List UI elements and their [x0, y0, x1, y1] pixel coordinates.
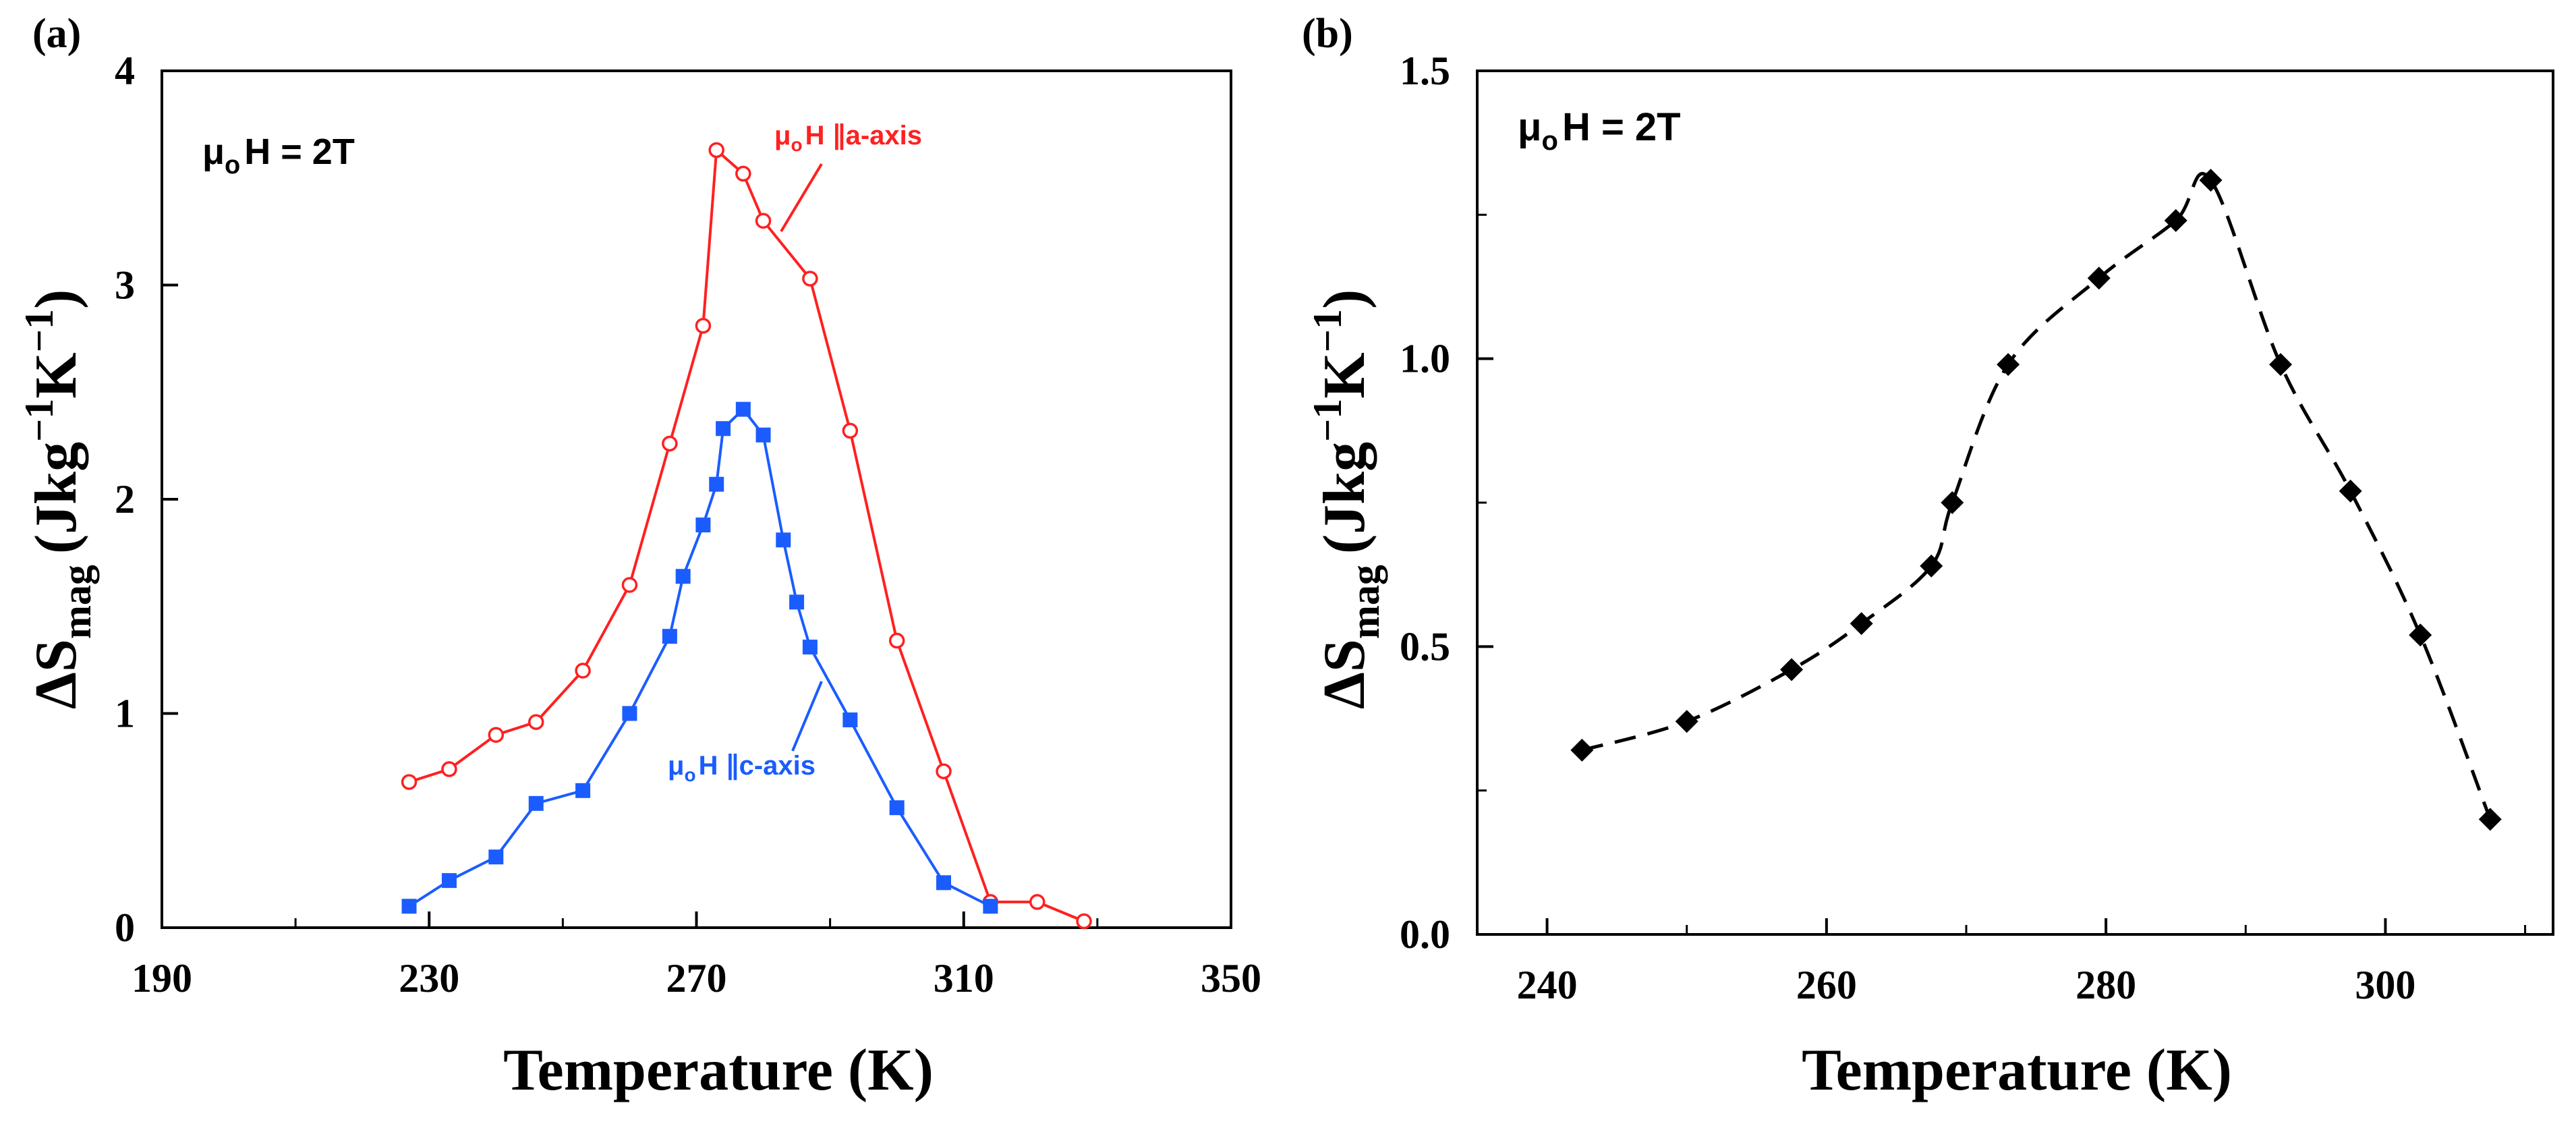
x-tick-label: 190	[132, 956, 192, 1001]
panel-a-y-tick-labels: 0 1 2 3 4	[115, 49, 135, 950]
series-line-a-axis	[408, 147, 1085, 923]
panel-b-x-axis-title: Temperature (K)	[1802, 1038, 2232, 1103]
data-point-c-axis	[575, 783, 591, 798]
panel-b: (b) 240 260 280 300 0.0 0.5 1.0 1.5 μo H = 2T T…	[1302, 11, 2554, 1103]
data-point-c-axis	[776, 532, 791, 548]
panel-a: (a) 190 230 270 310 350 0 1 2 3 4 μo H = 2T μo H ∥…	[17, 11, 1261, 1103]
x-tick-label: 350	[1201, 956, 1261, 1001]
x-tick-label: 240	[1517, 963, 1578, 1007]
panel-a-label: (a)	[32, 11, 81, 57]
panel-b-y-tick-labels: 0.0 0.5 1.0 1.5	[1400, 49, 1450, 957]
data-point-a-axis	[936, 763, 952, 779]
data-point-c-axis	[983, 899, 998, 914]
data-point-diamond	[1570, 738, 1594, 762]
data-point-a-axis	[802, 271, 818, 287]
series-c-axis-pointer	[791, 681, 823, 752]
data-point-diamond	[2409, 623, 2432, 647]
data-point-c-axis	[441, 873, 457, 889]
data-point-a-axis	[842, 422, 859, 439]
series-a-axis-pointer	[780, 163, 823, 233]
data-point-c-axis	[662, 629, 677, 644]
data-point-a-axis	[441, 761, 457, 777]
panel-b-x-tick-labels: 240 260 280 300	[1517, 963, 2416, 1007]
y-tick-label: 0	[115, 905, 135, 950]
data-point-a-axis	[1076, 913, 1092, 930]
data-point-diamond	[2164, 208, 2187, 232]
data-point-a-axis	[1029, 894, 1046, 910]
y-tick-label: 0.0	[1400, 912, 1450, 957]
data-point-c-axis	[675, 569, 691, 584]
data-point-diamond	[1941, 491, 1964, 514]
panel-b-ticks	[1477, 69, 2527, 936]
data-point-c-axis	[716, 421, 731, 437]
x-tick-label: 310	[934, 956, 994, 1001]
data-point-c-axis	[735, 401, 751, 417]
data-point-c-axis	[528, 795, 544, 811]
data-point-c-axis	[755, 427, 771, 443]
data-point-diamond	[2269, 353, 2293, 376]
data-point-diamond	[1997, 353, 2020, 376]
y-tick-label: 4	[115, 49, 135, 93]
y-tick-label: 1.5	[1400, 49, 1450, 93]
panel-a-plot-frame	[161, 69, 1232, 929]
data-point-a-axis	[575, 663, 591, 679]
data-point-diamond	[2339, 479, 2362, 503]
panel-b-y-axis-title: ΔSmag(Jkg−1K−1)	[1305, 289, 1387, 710]
x-tick-label: 300	[2355, 963, 2415, 1007]
data-point-c-axis	[709, 476, 724, 492]
data-point-a-axis	[735, 165, 751, 182]
y-tick-label: 1	[115, 692, 135, 736]
data-point-diamond	[1920, 554, 1943, 578]
data-point-c-axis	[622, 706, 637, 721]
data-point-c-axis	[802, 640, 818, 655]
y-tick-label: 2	[115, 477, 135, 522]
data-point-c-axis	[401, 899, 417, 914]
data-point-a-axis	[708, 142, 724, 159]
data-point-c-axis	[842, 712, 858, 728]
data-point-diamond	[2478, 808, 2502, 831]
data-point-a-axis	[488, 727, 505, 743]
data-point-c-axis	[488, 849, 504, 865]
panel-b-plot-frame	[1476, 69, 2554, 936]
series-line-c-axis	[408, 407, 992, 908]
panel-b-series	[1570, 169, 2502, 831]
data-point-a-axis	[695, 318, 712, 334]
data-point-diamond	[2199, 169, 2223, 192]
panel-a-x-tick-labels: 190 230 270 310 350	[132, 956, 1261, 1001]
data-point-a-axis	[401, 774, 418, 790]
data-point-a-axis	[662, 435, 678, 452]
data-point-c-axis	[936, 875, 952, 891]
x-tick-label: 230	[399, 956, 459, 1001]
x-tick-label: 280	[2076, 963, 2136, 1007]
data-point-c-axis	[789, 594, 805, 610]
panel-a-ticks	[161, 69, 1232, 929]
panel-a-series	[401, 142, 1092, 930]
y-tick-label: 1.0	[1400, 337, 1450, 381]
x-tick-label: 270	[666, 956, 727, 1001]
data-point-a-axis	[621, 577, 638, 593]
series-c-axis-label: μo H ∥c-axis	[668, 751, 815, 785]
panel-a-y-axis-title: ΔSmag(Jkg−1K−1)	[17, 289, 99, 710]
data-point-diamond	[1675, 710, 1698, 733]
data-point-diamond	[1780, 658, 1804, 681]
panel-b-field-label: μo H = 2T	[1518, 105, 1681, 156]
data-point-a-axis	[755, 213, 772, 229]
data-point-diamond	[2087, 266, 2111, 290]
series-a-axis-label: μo H ∥a-axis	[774, 121, 922, 155]
y-tick-label: 3	[115, 263, 135, 308]
x-tick-label: 260	[1796, 963, 1857, 1007]
panel-a-x-axis-title: Temperature (K)	[503, 1038, 934, 1103]
data-point-a-axis	[528, 714, 544, 730]
data-point-diamond	[1850, 612, 1873, 636]
y-tick-label: 0.5	[1400, 624, 1450, 669]
data-point-a-axis	[888, 632, 905, 649]
panel-b-label: (b)	[1302, 11, 1353, 57]
data-point-c-axis	[889, 800, 905, 816]
data-point-c-axis	[695, 517, 711, 533]
panel-a-field-label: μo H = 2T	[202, 132, 355, 179]
